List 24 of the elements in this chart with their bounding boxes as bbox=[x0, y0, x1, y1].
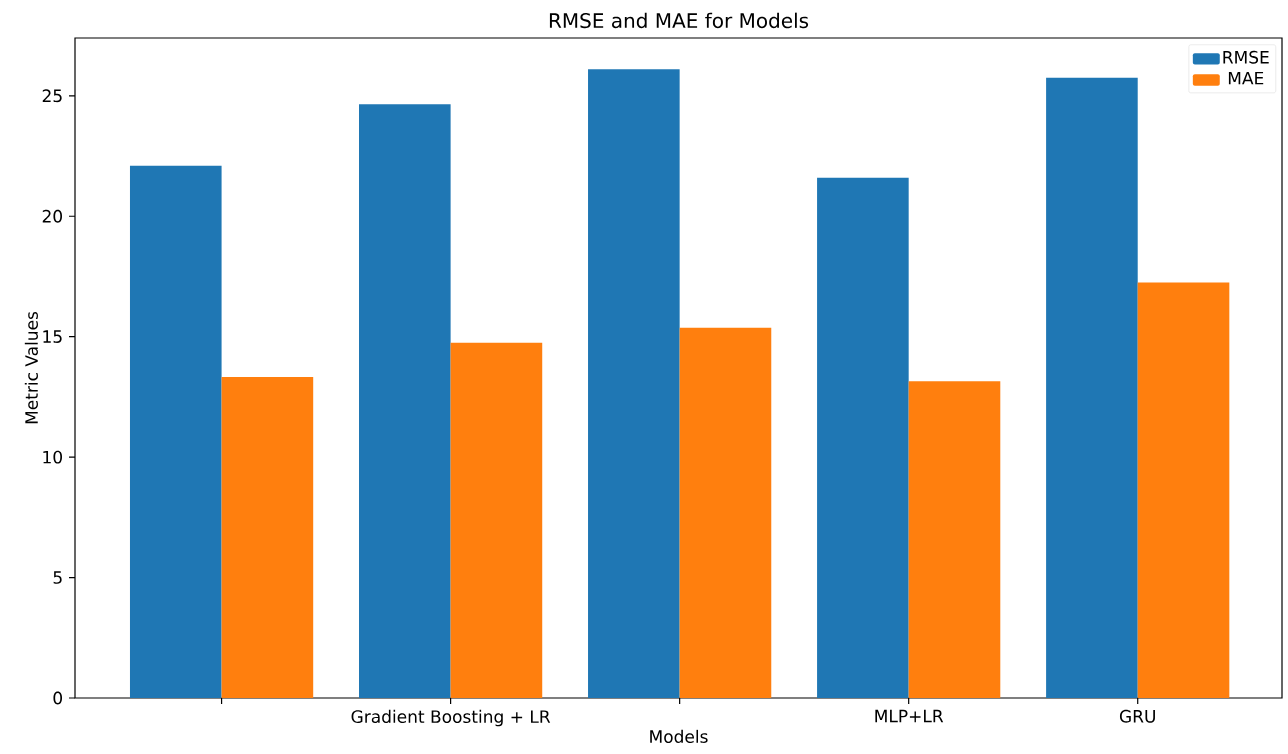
bar bbox=[129, 165, 222, 698]
legend-label: RMSE bbox=[1223, 50, 1269, 64]
bar bbox=[679, 327, 772, 698]
bar bbox=[817, 177, 909, 698]
y-tick-label: 10 bbox=[43, 450, 62, 464]
bar bbox=[1046, 77, 1138, 698]
bar bbox=[221, 376, 314, 698]
legend-label: MAE bbox=[1228, 71, 1264, 85]
bar bbox=[1137, 282, 1230, 698]
y-tick-label: 25 bbox=[42, 89, 62, 103]
bar bbox=[908, 381, 1001, 698]
x-axis-title: Models bbox=[650, 729, 708, 743]
x-tick-label: GRU bbox=[1119, 709, 1155, 723]
y-axis-title: Metric Values bbox=[24, 311, 38, 424]
x-tick-label: Gradient Boosting + LR bbox=[351, 709, 551, 727]
y-tick-label: 0 bbox=[53, 691, 63, 705]
y-tick-label: 5 bbox=[53, 571, 62, 584]
bar bbox=[588, 69, 680, 698]
bar bbox=[359, 104, 451, 698]
y-tick-label: 15 bbox=[43, 330, 62, 343]
chart-title: RMSE and MAE for Models bbox=[549, 12, 809, 29]
bar bbox=[450, 342, 543, 698]
y-tick-label: 20 bbox=[42, 209, 62, 223]
x-tick-label: MLP+LR bbox=[875, 709, 944, 723]
